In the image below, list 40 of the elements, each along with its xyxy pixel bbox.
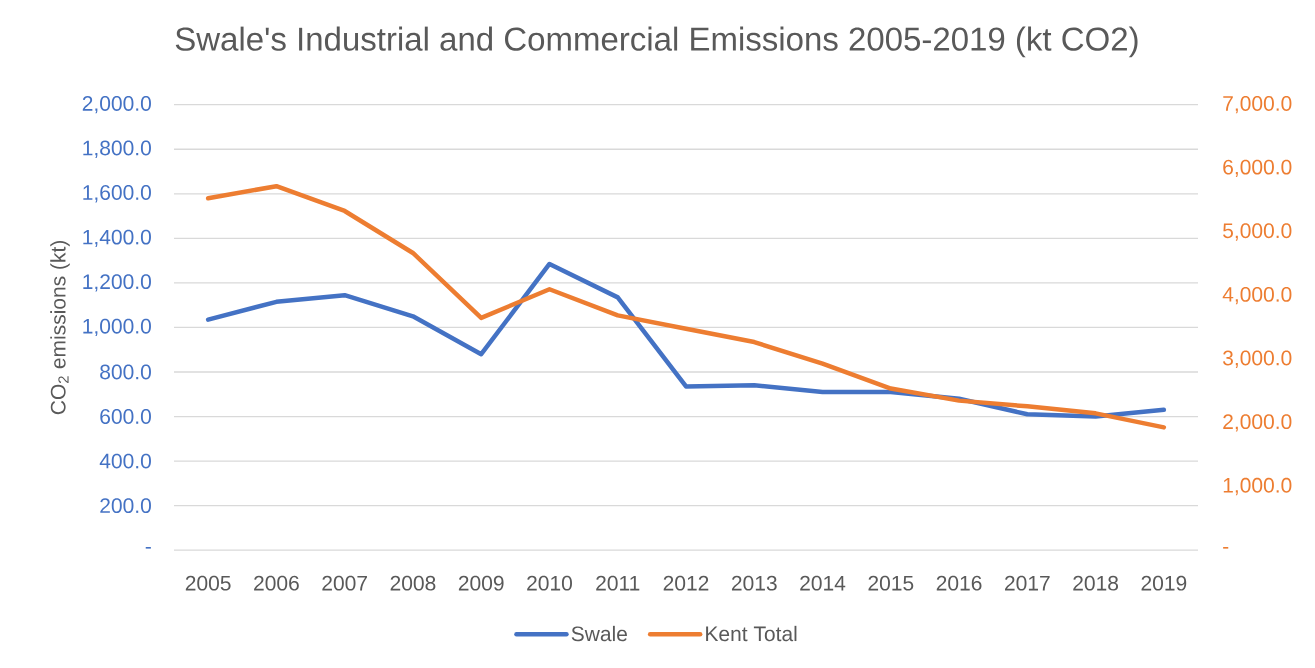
y-tick-label: 2,000.0 — [82, 96, 151, 114]
y-tick-label: - — [145, 546, 151, 549]
x-tick-label: 2010 — [527, 575, 572, 591]
x-tick-label: 2015 — [868, 575, 914, 591]
chart-title: Swale's Industrial and Commercial Emissions 2005-2019 (kt CO2) — [175, 26, 1138, 58]
y-tick-label: 1,400.0 — [83, 229, 151, 248]
x-tick-label: 2005 — [185, 575, 231, 591]
y2-tick-label: 1,000.0 — [1223, 477, 1292, 496]
y2-tick-label: - — [1223, 546, 1229, 549]
line-series — [205, 183, 1167, 430]
x-tick-label: 2019 — [1141, 575, 1187, 591]
y2-tick-label: 6,000.0 — [1223, 159, 1292, 178]
y-tick-label: 400.0 — [99, 453, 151, 469]
y2-tick-label: 7,000.0 — [1223, 96, 1292, 114]
line-series — [205, 261, 1167, 419]
y2-tick-label: 4,000.0 — [1222, 286, 1292, 305]
x-tick-label: 2017 — [1005, 575, 1050, 591]
x-tick-label: 2014 — [800, 575, 846, 591]
y-axis-title: CO$_{2}$ emissions (kt) — [50, 241, 70, 415]
x-tick-label: 2007 — [322, 575, 367, 591]
x-tick-label: 2006 — [254, 575, 299, 591]
y-tick-label: 1,200.0 — [83, 274, 151, 292]
y2-tick-label: 2,000.0 — [1223, 414, 1292, 432]
legend-label: Swale — [571, 625, 627, 642]
y2-tick-label: 3,000.0 — [1223, 350, 1292, 368]
y-tick-label: 1,000.0 — [83, 318, 151, 337]
y2-tick-label: 5,000.0 — [1223, 223, 1292, 241]
legend-label: Kent Total — [706, 625, 797, 642]
x-tick-label: 2016 — [936, 575, 982, 591]
y-tick-label: 600.0 — [100, 409, 151, 424]
x-tick-label: 2018 — [1073, 575, 1119, 591]
y-tick-label: 1,800.0 — [83, 140, 151, 158]
x-tick-label: 2011 — [596, 575, 640, 591]
x-tick-label: 2013 — [731, 575, 777, 591]
x-tick-label: 2009 — [458, 575, 504, 591]
y-tick-label: 1,600.0 — [83, 185, 151, 203]
y-tick-label: 800.0 — [100, 364, 151, 380]
x-tick-label: 2012 — [663, 575, 709, 591]
x-tick-label: 2008 — [390, 575, 436, 591]
y-tick-label: 200.0 — [100, 498, 151, 514]
